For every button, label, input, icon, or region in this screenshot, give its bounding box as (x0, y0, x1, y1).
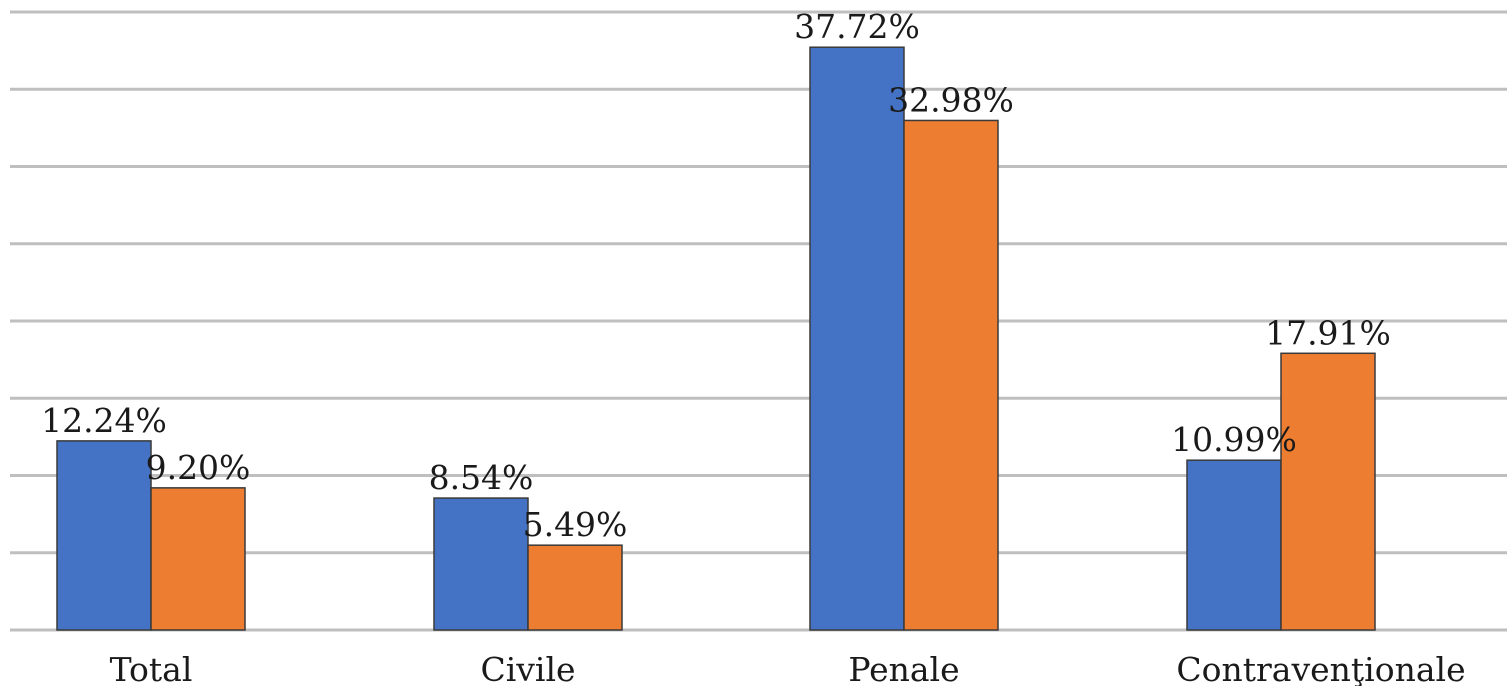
data-labels: 12.24% 8.54% 37.72% 10.99% 9.20% 5.49% 32.98% 1… (41, 7, 1391, 544)
gridlines (10, 10, 1507, 632)
x-tick-label: Civile (480, 650, 575, 686)
bar-series-2-total (150, 487, 246, 631)
data-label: 8.54% (429, 458, 534, 497)
x-tick-label: Penale (848, 650, 959, 686)
data-label: 9.20% (146, 448, 251, 487)
bar-series-1-total (56, 440, 152, 631)
bar-series-2-penale (903, 119, 999, 631)
bar-series-2-civile (527, 544, 623, 631)
bar-series-1-contraven-ionale (1186, 459, 1282, 631)
data-label: 5.49% (523, 505, 628, 544)
data-label: 17.91% (1265, 313, 1391, 352)
x-tick-label: Contravenţionale (1176, 650, 1465, 686)
data-label: 12.24% (41, 401, 167, 440)
x-tick-label: Total (110, 650, 193, 686)
data-label: 32.98% (888, 80, 1014, 119)
category-tick-labels: Total Civile Penale Contravenţionale (110, 650, 1466, 686)
bar-series-1-penale (809, 46, 905, 631)
data-label: 10.99% (1171, 420, 1297, 459)
data-label: 37.72% (794, 7, 920, 46)
bar-series-2-contraven-ionale (1280, 352, 1376, 631)
bar-series-1-civile (433, 497, 529, 631)
bars (56, 46, 1376, 631)
